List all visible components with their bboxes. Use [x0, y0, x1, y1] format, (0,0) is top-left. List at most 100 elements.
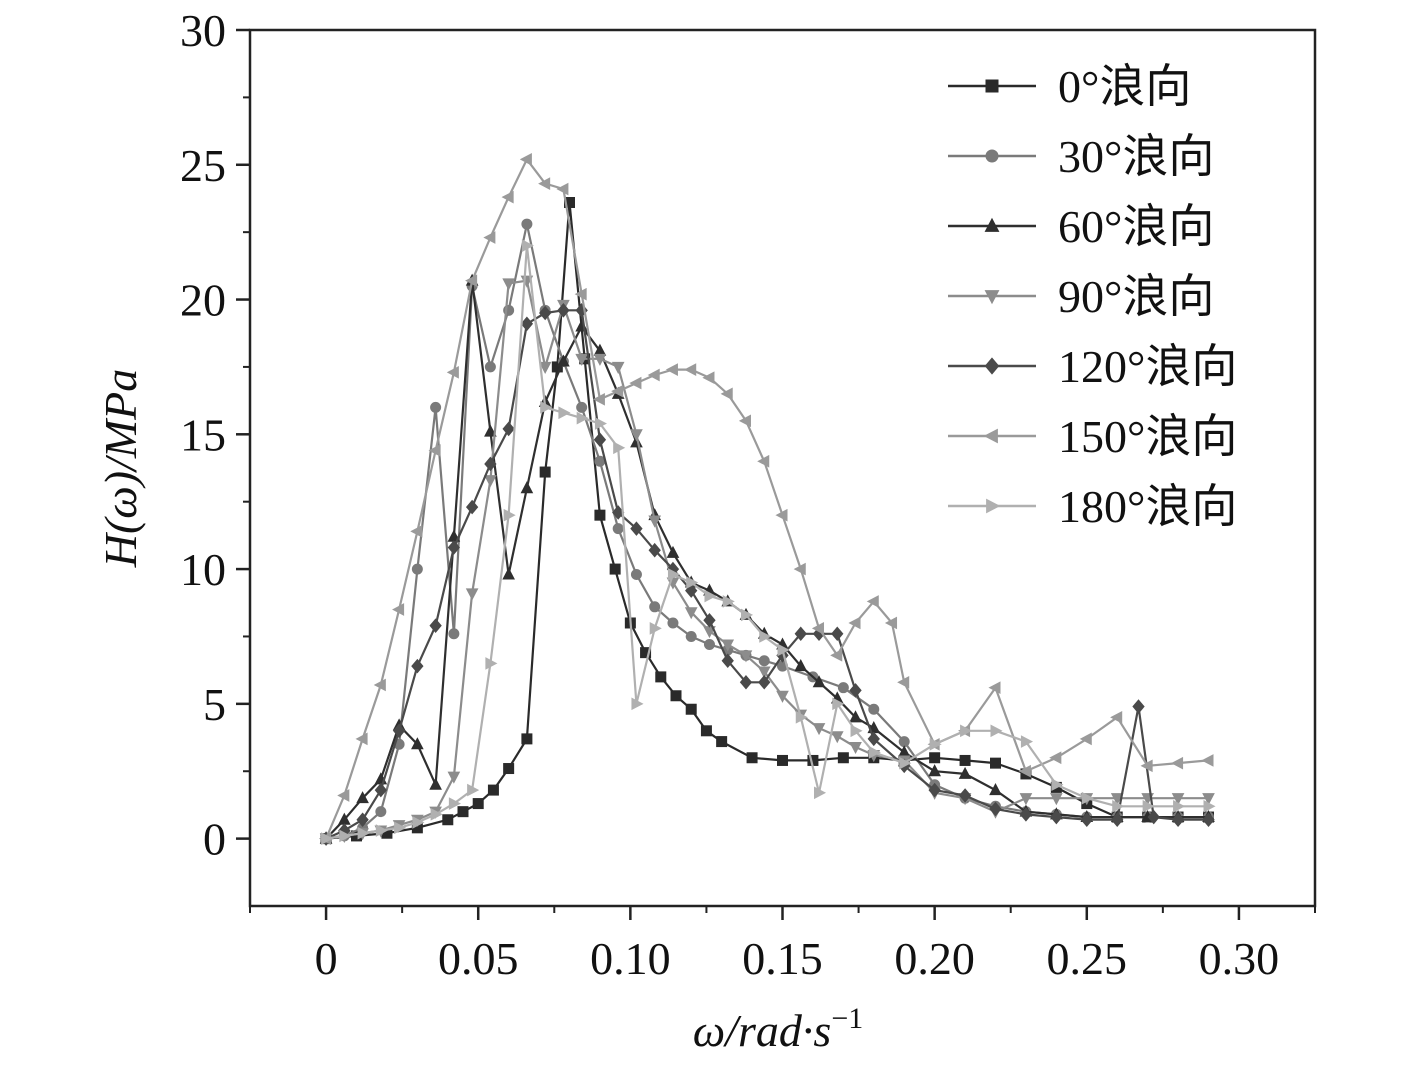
data-point [832, 697, 845, 711]
data-point [738, 414, 751, 428]
data-point [850, 724, 863, 738]
data-point [355, 732, 368, 746]
data-point [684, 363, 697, 376]
data-point [867, 731, 880, 747]
data-point [849, 710, 862, 723]
data-point [373, 678, 386, 692]
data-point [520, 316, 534, 332]
data-point [631, 697, 644, 711]
data-point [667, 568, 681, 581]
data-point [411, 658, 424, 674]
data-point [720, 387, 733, 401]
data-point [410, 525, 423, 538]
data-point [739, 650, 753, 663]
data-point [1050, 809, 1063, 825]
data-point [446, 365, 459, 379]
data-point [321, 832, 334, 845]
data-point [593, 353, 607, 366]
data-point [429, 618, 442, 633]
data-point [746, 752, 758, 764]
data-point [576, 401, 588, 413]
y-tick-label: 10 [180, 544, 226, 595]
data-point [1173, 799, 1186, 813]
legend: 0°浪向 30°浪向 60°浪向 90°浪向 120°浪向 150°浪向 180°浪向 [948, 61, 1237, 532]
data-point [647, 368, 660, 382]
y-tick-label: 15 [180, 409, 226, 460]
data-point [447, 540, 461, 555]
legend-item: 60°浪向 [948, 201, 1214, 252]
data-point [411, 563, 423, 575]
data-point [685, 703, 697, 715]
legend-marker [985, 79, 999, 93]
legend-marker [984, 217, 1000, 232]
data-point [356, 791, 369, 804]
data-point [611, 361, 625, 375]
data-point [1112, 799, 1125, 813]
data-point [392, 723, 406, 739]
data-point [412, 816, 425, 829]
data-point [356, 812, 369, 828]
data-point [777, 643, 790, 657]
data-point [612, 523, 624, 535]
data-point [430, 808, 443, 821]
legend-label: 150°浪向 [1058, 411, 1237, 462]
data-point [700, 725, 712, 737]
data-point [868, 746, 881, 759]
data-point [665, 363, 678, 376]
data-point [1018, 764, 1031, 778]
data-point [988, 681, 1001, 695]
data-point [575, 353, 588, 366]
legend-label: 90°浪向 [1058, 271, 1214, 322]
legend-label: 60°浪向 [1058, 201, 1214, 252]
data-point [958, 788, 972, 803]
data-point [1171, 793, 1185, 806]
data-point [776, 690, 789, 703]
data-point [1202, 793, 1215, 806]
data-point [1020, 735, 1034, 748]
data-point [929, 752, 941, 764]
data-point [670, 690, 682, 702]
y-axis-title: H(ω)/MPa [95, 369, 146, 569]
data-point [866, 595, 879, 608]
legend-label: 0°浪向 [1058, 61, 1191, 112]
data-point [1081, 791, 1094, 805]
data-point [442, 814, 454, 826]
data-point [558, 406, 571, 420]
data-point [1019, 793, 1033, 806]
y-tick-label: 25 [180, 140, 226, 191]
data-point [339, 829, 352, 843]
data-point [775, 508, 788, 522]
data-point [472, 798, 484, 810]
data-point [613, 441, 626, 455]
x-axis-title: ω/rad·s−1 [693, 1002, 863, 1056]
data-point [721, 653, 734, 668]
legend-item: 150°浪向 [948, 411, 1237, 462]
data-point [757, 454, 770, 468]
legend-label: 30°浪向 [1058, 131, 1214, 182]
data-point [411, 737, 424, 750]
data-point [357, 826, 370, 840]
data-point [374, 782, 387, 798]
x-axis-title-sup: −1 [831, 1002, 863, 1035]
data-point [375, 806, 387, 818]
data-point [758, 655, 770, 667]
data-point [989, 801, 1002, 817]
data-point [793, 562, 806, 576]
data-point [557, 303, 570, 318]
data-point [502, 278, 515, 291]
data-point [1111, 812, 1124, 828]
data-point [630, 521, 643, 536]
data-point [594, 509, 606, 521]
data-point [759, 630, 772, 643]
data-point [722, 595, 735, 608]
legend-marker [985, 149, 999, 163]
series-6 [321, 239, 1216, 845]
data-point [592, 392, 605, 406]
data-point [448, 628, 460, 640]
axis-ticks: 0 5 10 15 20 25 30 0 0.05 0.10 0.15 0.20 0.25 0.30 [180, 5, 1316, 984]
data-point [848, 616, 861, 630]
data-point [375, 824, 388, 837]
data-point [564, 197, 575, 209]
x-tick-label: 0.30 [1199, 933, 1280, 984]
data-point [1171, 812, 1185, 828]
